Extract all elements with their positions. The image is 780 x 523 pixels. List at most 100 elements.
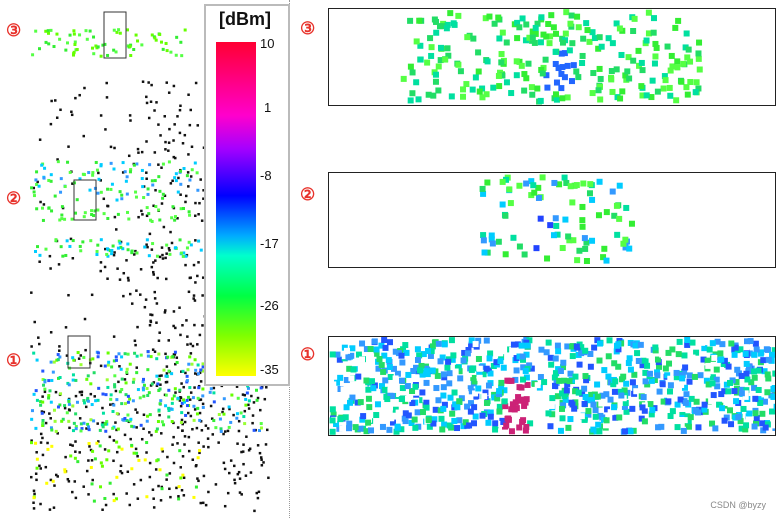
heat-cell [637, 341, 644, 348]
heat-cell [554, 342, 561, 349]
heat-cell [601, 367, 608, 374]
heat-cell [559, 245, 566, 252]
heat-cell [587, 181, 594, 188]
point [49, 122, 53, 126]
heat-cell [537, 97, 544, 104]
point [114, 50, 118, 54]
heat-cell [717, 350, 724, 357]
heat-cell [559, 64, 566, 71]
point [240, 493, 243, 496]
point [85, 427, 88, 430]
point [207, 445, 210, 449]
heat-cell [382, 377, 389, 384]
point [113, 215, 117, 219]
heat-cell [446, 370, 453, 377]
heat-cell [559, 415, 566, 422]
colorbar-tick: -35 [260, 362, 279, 377]
heat-cell [465, 346, 472, 353]
heat-cell [413, 79, 420, 86]
heat-cell [451, 417, 458, 424]
point [142, 394, 146, 398]
heat-cell [683, 84, 690, 91]
heat-cell [423, 367, 430, 374]
point [101, 411, 105, 415]
point [146, 192, 150, 196]
point [180, 418, 184, 422]
point [71, 182, 74, 185]
heat-cell [635, 47, 642, 54]
point [173, 176, 177, 180]
point [41, 218, 45, 222]
point [59, 108, 62, 112]
point [189, 414, 193, 418]
point [161, 162, 165, 166]
heat-cell [398, 352, 405, 359]
point [202, 445, 205, 448]
point [146, 393, 150, 397]
point [111, 426, 115, 430]
heatmap-panel-1 [329, 337, 775, 435]
heat-cell [423, 379, 430, 386]
point [164, 381, 168, 384]
point [63, 217, 67, 221]
heat-cell [552, 383, 559, 390]
heat-cell [445, 358, 452, 365]
point [59, 392, 63, 396]
point [32, 496, 36, 500]
point [69, 454, 73, 458]
heat-cell [599, 392, 606, 399]
heat-cell [602, 422, 609, 429]
point [187, 240, 191, 244]
heat-cell [687, 414, 694, 421]
point [136, 325, 139, 329]
point [209, 404, 213, 408]
point [194, 281, 197, 284]
heat-cell [751, 351, 758, 358]
heat-cell [535, 194, 542, 201]
point [76, 460, 80, 464]
heat-cell [681, 368, 688, 375]
heat-cell [650, 29, 657, 36]
point [171, 443, 174, 446]
point [89, 392, 93, 396]
point [95, 441, 99, 445]
point [157, 175, 161, 179]
point [167, 369, 171, 373]
heat-cell [423, 399, 430, 406]
point [95, 168, 99, 172]
point [132, 425, 136, 429]
heat-cell [595, 45, 602, 52]
point [169, 495, 172, 499]
point [104, 247, 107, 251]
point [165, 49, 169, 53]
point [118, 278, 122, 281]
heat-cell [579, 52, 586, 59]
point [96, 45, 100, 49]
point [161, 450, 164, 453]
point [91, 449, 95, 453]
heat-cell [446, 422, 453, 429]
heat-cell [598, 400, 605, 407]
heat-cell [522, 427, 529, 434]
point [113, 383, 117, 387]
point [187, 93, 190, 96]
heat-cell [432, 71, 439, 78]
heat-cell [681, 352, 688, 359]
heat-cell [587, 350, 594, 357]
heat-cell [387, 373, 394, 380]
heat-cell [582, 347, 589, 354]
point [254, 428, 257, 432]
heat-cell [568, 386, 575, 393]
heat-cell [441, 401, 448, 408]
point [168, 127, 171, 131]
heat-cell [651, 377, 658, 384]
point [67, 402, 71, 406]
heat-cell [589, 90, 596, 97]
heat-cell [740, 405, 747, 412]
heat-cell [624, 68, 631, 75]
point [78, 390, 82, 394]
point [132, 48, 136, 52]
heat-cell [596, 65, 603, 72]
heat-cell [695, 50, 702, 57]
point [105, 420, 109, 424]
